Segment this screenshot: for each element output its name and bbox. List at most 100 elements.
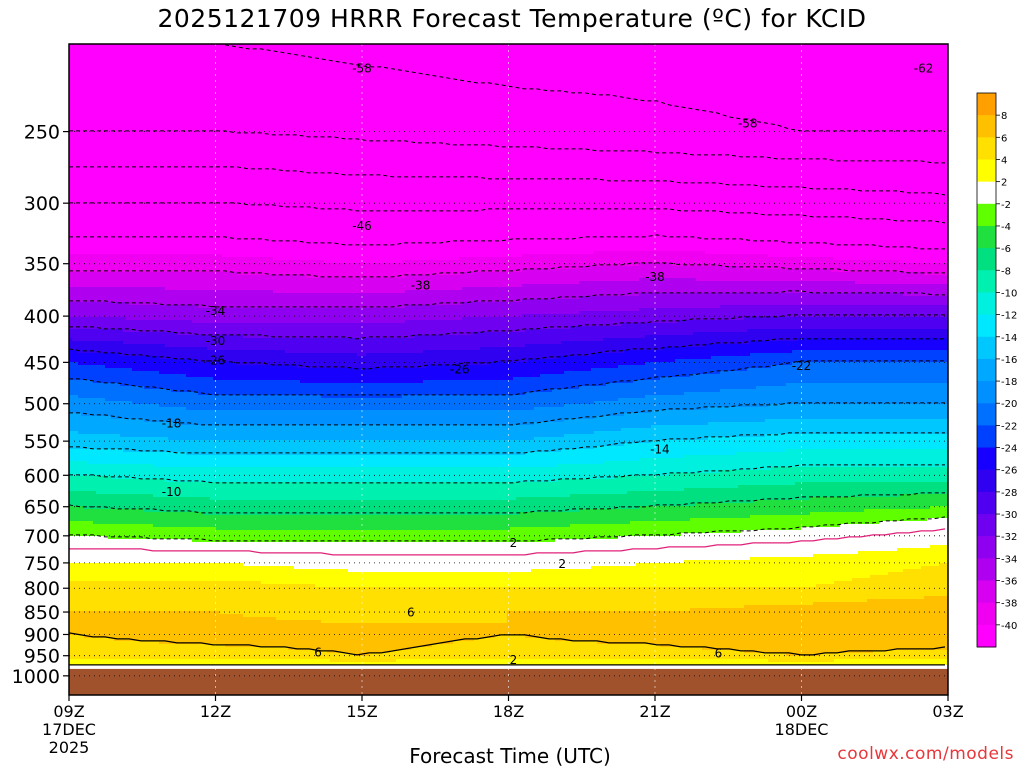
isotherm-m2 [69, 516, 946, 542]
colorbar-label-22: -38 [1001, 599, 1017, 610]
colorbar-label-5: -4 [1001, 222, 1011, 233]
colorbar-label-11: -16 [1001, 355, 1017, 366]
colorbar-swatch-4 [977, 181, 996, 205]
contour-label-12: -14 [650, 443, 670, 457]
colorbar-swatch-20 [977, 536, 996, 559]
y-tick-label-400: 400 [24, 306, 60, 328]
contour-label-7: -30 [206, 334, 226, 348]
contour-label-4: -38 [411, 279, 431, 293]
colorbar-swatch-17 [977, 469, 996, 493]
colorbar-label-19: -32 [1001, 532, 1017, 543]
isotherm-m50 [69, 166, 946, 196]
colorbar-swatch-7 [977, 248, 996, 271]
colorbar-swatch-19 [977, 514, 996, 537]
colorbar-swatch-5 [977, 203, 996, 227]
colorbar-swatch-10 [977, 314, 996, 338]
y-tick-label-750: 750 [24, 553, 60, 575]
y-tick-label-950: 950 [24, 646, 60, 668]
colorbar-label-0: 8 [1001, 111, 1007, 122]
colorbar-label-7: -8 [1001, 266, 1011, 277]
freezing-line [69, 528, 946, 556]
y-tick-label-850: 850 [24, 602, 60, 624]
colorbar-label-15: -24 [1001, 444, 1017, 455]
isotherm-p6 [68, 632, 946, 656]
colorbar-swatch-0 [977, 93, 996, 116]
source-credit: coolwx.com/models [837, 744, 1014, 764]
contour-label-11: -18 [162, 417, 182, 431]
x-axis-title: Forecast Time (UTC) [409, 744, 611, 768]
contour-label-6: -34 [206, 304, 226, 318]
x-tick-sublabel-0-0: 17DEC [42, 720, 96, 739]
contour-label-19: 2 [510, 653, 518, 667]
colorbar-label-16: -26 [1001, 466, 1017, 477]
y-tick-label-650: 650 [24, 497, 60, 519]
y-tick-label-450: 450 [24, 352, 60, 374]
colorbar-swatch-11 [977, 336, 996, 360]
colorbar-label-23: -40 [1001, 621, 1017, 632]
colorbar-swatch-21 [977, 558, 996, 582]
colorbar-swatch-22 [977, 580, 996, 604]
contour-label-3: -46 [352, 219, 372, 233]
colorbar-label-10: -14 [1001, 333, 1017, 344]
colorbar-swatch-8 [977, 270, 996, 293]
x-tick-sublabel-0-1: 2025 [49, 738, 90, 757]
y-tick-label-550: 550 [24, 431, 60, 453]
isotherm-m34 [69, 290, 945, 308]
colorbar-swatch-3 [977, 159, 996, 183]
colorbar-label-21: -36 [1001, 577, 1017, 588]
contour-label-13: -10 [162, 485, 182, 499]
contour-label-0: -58 [352, 62, 372, 76]
y-tick-label-600: 600 [24, 465, 60, 487]
colorbar-label-8: -10 [1001, 288, 1017, 299]
contour-label-17: 6 [314, 645, 322, 659]
x-tick-label-9: 18Z [493, 702, 524, 721]
colorbar-label-13: -20 [1001, 399, 1017, 410]
chart-title: 2025121709 HRRR Forecast Temperature (ºC… [157, 4, 867, 33]
colorbar-swatch-16 [977, 447, 996, 471]
contour-label-2: -58 [738, 117, 758, 131]
colorbar-label-1: 6 [1001, 133, 1007, 144]
colorbar-swatch-15 [977, 425, 996, 449]
colorbar-swatch-6 [977, 225, 996, 249]
colorbar-label-3: 2 [1001, 178, 1007, 189]
x-tick-label-3: 12Z [200, 702, 231, 721]
x-tick-label-12: 21Z [639, 702, 670, 721]
contour-lines [68, 44, 946, 666]
contour-label-15: 2 [558, 557, 566, 571]
contour-label-10: -22 [792, 359, 812, 373]
y-tick-label-700: 700 [24, 526, 60, 548]
y-tick-label-250: 250 [24, 122, 60, 144]
colorbar-label-9: -12 [1001, 311, 1017, 322]
colorbar-label-4: -2 [1001, 200, 1011, 211]
colorbar-label-14: -22 [1001, 421, 1017, 432]
colorbar-frame [976, 92, 997, 648]
x-tick-sublabel-15-0: 18DEC [775, 720, 829, 739]
colorbar-swatch-24 [977, 624, 996, 648]
y-tick-label-500: 500 [24, 394, 60, 416]
contour-label-8: -26 [206, 354, 226, 368]
x-tick-label-6: 15Z [346, 702, 377, 721]
colorbar-swatch-12 [977, 358, 996, 382]
isotherm-m46 [69, 202, 946, 224]
isotherm-m22 [69, 360, 945, 396]
colorbar-swatch-14 [977, 403, 996, 426]
colorbar-swatch-23 [977, 602, 996, 626]
colorbar-swatch-2 [977, 137, 996, 160]
y-tick-label-350: 350 [24, 254, 60, 276]
colorbar-swatch-1 [977, 115, 996, 138]
colorbar-label-12: -18 [1001, 377, 1017, 388]
contour-labels: -58 -62 -58 -46 -38 -38 -34 -30 -26 -26 -22 -18 -14 -… [162, 62, 934, 667]
x-tick-label-18: 03Z [932, 702, 963, 721]
colorbar-swatch-9 [977, 292, 996, 316]
x-tick-label-15: 00Z [786, 702, 817, 721]
contour-label-14: 2 [510, 536, 518, 550]
colorbar-swatch-13 [977, 381, 996, 404]
colorbar-label-6: -6 [1001, 244, 1011, 255]
colorbar: 8 6 4 2 -2 -4 -6 -8 -10 -12 -14 -16 -18 -20 -22 -24 -26 -… [976, 92, 1017, 648]
y-tick-label-300: 300 [24, 193, 60, 215]
contour-label-5: -38 [645, 270, 665, 284]
colorbar-label-2: 4 [1001, 155, 1007, 166]
y-tick-label-800: 800 [24, 578, 60, 600]
colorbar-label-17: -28 [1001, 488, 1017, 499]
